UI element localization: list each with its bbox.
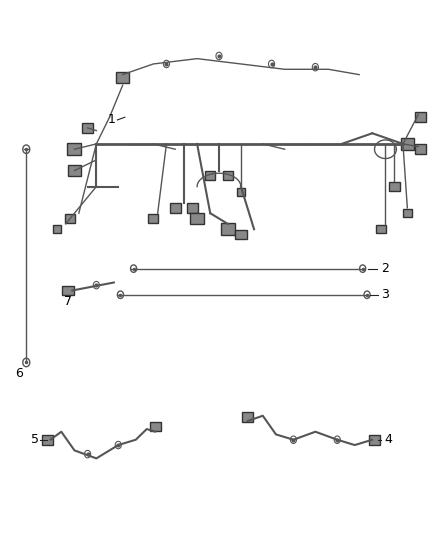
Bar xyxy=(242,412,253,422)
Bar xyxy=(67,143,81,155)
Bar xyxy=(376,225,386,233)
Bar xyxy=(53,225,61,233)
Bar xyxy=(205,172,215,180)
Bar xyxy=(415,112,426,122)
Bar xyxy=(221,223,235,235)
Text: 7: 7 xyxy=(64,295,72,308)
Bar xyxy=(82,123,93,133)
Text: 3: 3 xyxy=(381,288,389,301)
Bar xyxy=(116,71,129,83)
Bar xyxy=(235,230,247,239)
Bar xyxy=(170,203,181,213)
Bar xyxy=(187,203,198,213)
Text: 6: 6 xyxy=(15,367,23,379)
Text: 5: 5 xyxy=(31,433,39,446)
Bar xyxy=(68,165,81,176)
Bar xyxy=(223,172,233,180)
Bar xyxy=(415,144,426,154)
Bar xyxy=(150,422,161,431)
Bar xyxy=(42,435,53,445)
Bar xyxy=(403,209,412,217)
Text: 4: 4 xyxy=(384,433,392,446)
Bar xyxy=(148,214,158,223)
Bar xyxy=(389,182,400,191)
Bar xyxy=(65,214,75,223)
Bar xyxy=(190,213,204,224)
Bar xyxy=(369,435,380,445)
Bar xyxy=(237,188,245,196)
Text: 2: 2 xyxy=(381,262,389,275)
Bar xyxy=(401,138,414,149)
Bar xyxy=(62,286,74,295)
Text: 1: 1 xyxy=(108,114,116,126)
